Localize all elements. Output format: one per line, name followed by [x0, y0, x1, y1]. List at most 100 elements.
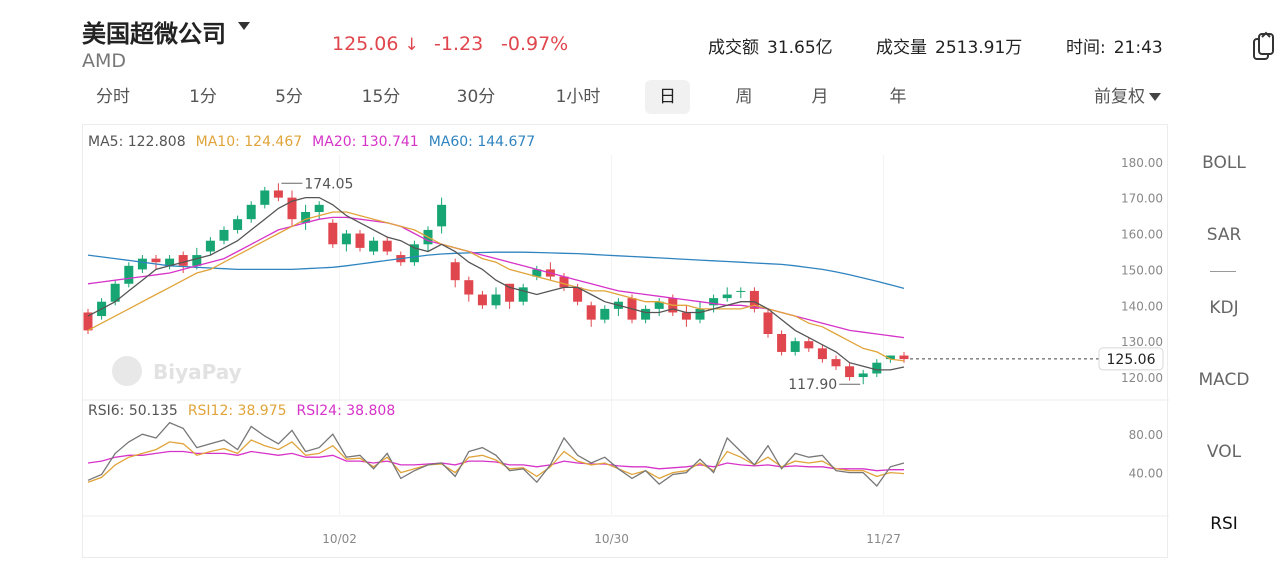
- tab-day[interactable]: 日: [645, 80, 690, 114]
- ma5-legend: MA5: 122.808: [88, 134, 186, 150]
- rsi24-line: [87, 450, 904, 472]
- candle-down: [749, 290, 759, 309]
- stock-switch-caret-icon[interactable]: [238, 22, 250, 30]
- tab-week[interactable]: 周: [735, 87, 753, 107]
- ma5-line: [87, 196, 905, 371]
- tab-30min[interactable]: 30分: [456, 87, 496, 107]
- candle-up: [192, 255, 202, 266]
- price-change: -1.23: [434, 33, 484, 55]
- chart-panel[interactable]: BiyaPay 180.00 170.00 160.00 150.00 140.00 130…: [82, 124, 1169, 559]
- candle-up: [110, 283, 120, 302]
- chart-canvas[interactable]: BiyaPay 180.00 170.00 160.00 150.00 140.00 130…: [83, 125, 1169, 559]
- candle-down: [382, 240, 392, 252]
- candle-down: [777, 334, 787, 352]
- candle-down: [178, 255, 188, 266]
- rsi24-legend: RSI24: 38.808: [297, 403, 396, 419]
- ma10-legend: MA10: 124.467: [196, 134, 303, 150]
- share-icon[interactable]: [1250, 30, 1278, 62]
- tab-intraday[interactable]: 分时: [96, 87, 130, 107]
- kline-y-tick-label: 160.00: [1121, 228, 1163, 242]
- candle-down: [450, 262, 460, 281]
- indicator-divider: [1210, 271, 1236, 272]
- candle-down: [328, 222, 338, 245]
- kline-y-tick-label: 180.00: [1121, 156, 1163, 170]
- candle-down: [83, 312, 93, 331]
- time-value: 21:43: [1113, 38, 1163, 58]
- indicator-sar[interactable]: SAR: [1206, 225, 1242, 245]
- candle-down: [151, 258, 161, 263]
- candle-up: [641, 308, 651, 320]
- tab-month[interactable]: 月: [811, 87, 829, 107]
- rsi12-legend: RSI12: 38.975: [188, 403, 287, 419]
- candle-down: [505, 283, 515, 302]
- candle-up: [695, 308, 705, 320]
- candle-up: [369, 240, 379, 252]
- tab-year[interactable]: 年: [889, 87, 907, 107]
- time-stat: 时间: 21:43: [1066, 33, 1163, 58]
- turnover-label: 成交额: [708, 38, 759, 58]
- candle-down: [273, 190, 283, 198]
- tab-1hour[interactable]: 1小时: [555, 87, 601, 107]
- indicator-boll[interactable]: BOLL: [1202, 153, 1246, 173]
- candle-up: [654, 301, 664, 309]
- stock-name[interactable]: 美国超微公司: [82, 20, 226, 48]
- price-change-pct: -0.97%: [501, 33, 569, 55]
- candle-up: [600, 308, 610, 320]
- candle-up: [790, 341, 800, 352]
- indicator-kdj[interactable]: KDJ: [1209, 298, 1239, 318]
- candle-up: [314, 204, 324, 212]
- candle-up: [246, 204, 256, 220]
- candle-down: [804, 341, 814, 349]
- down-arrow-icon: ↓: [404, 35, 419, 55]
- candle-down: [763, 312, 773, 334]
- candle-up: [736, 290, 746, 292]
- last-price-value: 125.06: [332, 33, 399, 55]
- tab-5min[interactable]: 5分: [275, 87, 303, 107]
- x-date-label: 10/02: [322, 532, 357, 546]
- adjust-dropdown[interactable]: 前复权: [1094, 80, 1161, 114]
- candle-up: [409, 244, 419, 263]
- ma60-legend: MA60: 144.677: [429, 134, 536, 150]
- kline-y-tick-label: 170.00: [1121, 192, 1163, 206]
- stock-ticker: AMD: [82, 50, 127, 72]
- candle-up: [518, 287, 528, 302]
- kline-y-tick-label: 150.00: [1121, 263, 1163, 277]
- tab-15min[interactable]: 15分: [361, 87, 401, 107]
- candle-down: [573, 287, 583, 302]
- rsi6-legend: RSI6: 50.135: [88, 403, 178, 419]
- indicator-rsi[interactable]: RSI: [1210, 514, 1238, 534]
- x-date-label: 10/30: [594, 532, 629, 546]
- rsi12-line: [87, 439, 905, 483]
- chevron-down-icon: [1149, 93, 1161, 101]
- last-price-tag: [1098, 347, 1164, 371]
- kline-y-tick-label: 140.00: [1121, 299, 1163, 313]
- candle-down: [817, 348, 827, 360]
- adjust-label: 前复权: [1094, 87, 1145, 107]
- candle-up: [301, 212, 311, 223]
- turnover-stat: 成交额 31.65亿: [708, 33, 833, 58]
- candle-down: [831, 359, 841, 367]
- indicator-panel: BOLL SAR KDJ MACD VOL RSI: [1168, 124, 1280, 558]
- candle-up: [124, 265, 134, 284]
- tab-1min[interactable]: 1分: [189, 87, 217, 107]
- turnover-value: 31.65亿: [767, 38, 833, 58]
- last-price-tag-label: 125.06: [1107, 352, 1156, 368]
- candle-up: [858, 373, 868, 378]
- x-date-label: 11/27: [866, 532, 901, 546]
- indicator-macd[interactable]: MACD: [1198, 370, 1250, 390]
- ma60-line: [87, 251, 905, 290]
- candle-up: [260, 190, 270, 205]
- rsi-y-tick-label: 80.00: [1129, 428, 1163, 442]
- indicator-vol[interactable]: VOL: [1206, 442, 1242, 462]
- candle-down: [287, 197, 297, 220]
- candle-down: [355, 233, 365, 248]
- candle-down: [464, 280, 474, 295]
- low-price-label: 117.90: [788, 377, 837, 393]
- period-tabs: 分时 1分 5分 15分 30分 1小时 日 周 月 年: [0, 80, 1280, 114]
- last-price: 125.06 ↓: [332, 33, 419, 55]
- candle-down: [845, 366, 855, 378]
- candle-up: [219, 229, 229, 241]
- candle-up: [872, 362, 882, 374]
- rsi-y-tick-label: 40.00: [1129, 467, 1163, 481]
- ma20-legend: MA20: 130.741: [312, 134, 419, 150]
